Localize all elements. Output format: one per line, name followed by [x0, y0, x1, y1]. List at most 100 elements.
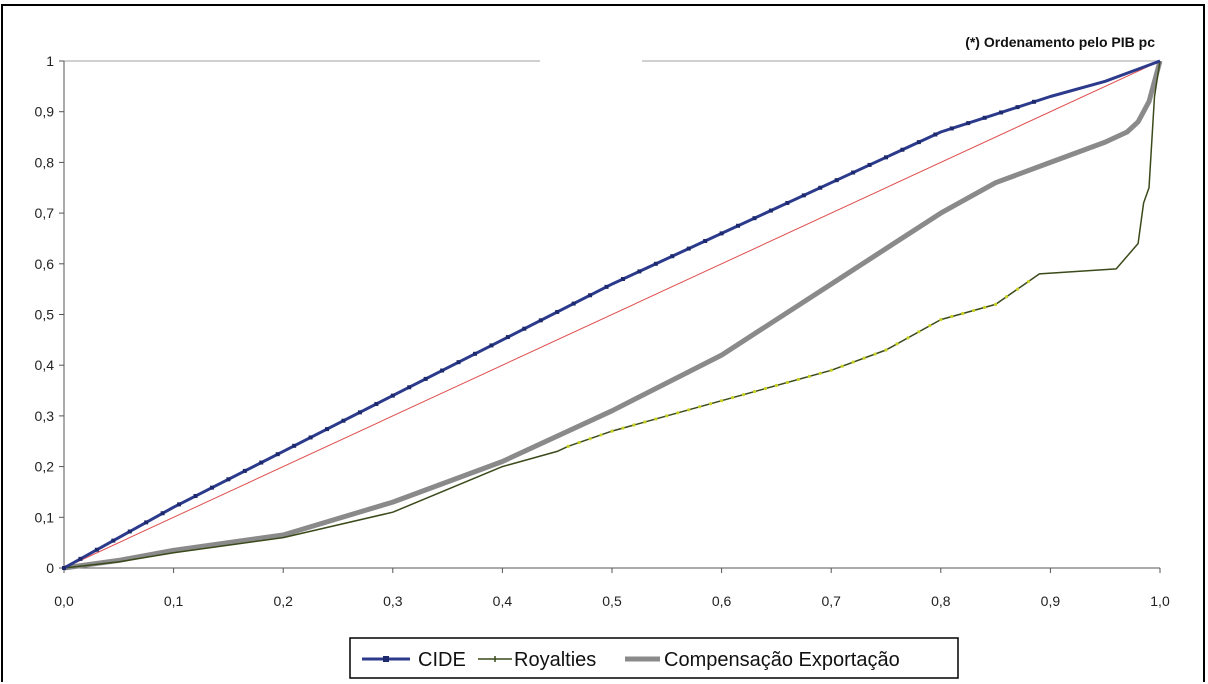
- royalties-point: [983, 305, 987, 310]
- y-tick-label: 0,4: [35, 357, 55, 373]
- cide-point: [999, 110, 1004, 115]
- x-axis-ticks: 0,0 0,1 0,2 0,3 0,4 0,5 0,6 0,7 0,8 0,9 1,0: [54, 568, 1170, 609]
- x-tick-label: 0,8: [931, 593, 951, 609]
- cide-point: [505, 335, 510, 340]
- y-tick-label: 1: [46, 53, 54, 69]
- royalties-point: [818, 371, 822, 375]
- royalties-point: [643, 420, 647, 424]
- x-tick-label: 0,9: [1041, 593, 1061, 609]
- cide-point: [982, 115, 987, 120]
- royalties-point: [994, 302, 998, 306]
- cide-point: [851, 170, 856, 175]
- royalties-point: [862, 356, 866, 360]
- royalties-point: [840, 364, 844, 368]
- cide-point: [209, 485, 214, 490]
- royalties-point: [763, 386, 768, 391]
- x-tick-label: 0,7: [821, 593, 841, 609]
- royalties-point: [610, 429, 614, 433]
- royalties-point: [928, 324, 932, 328]
- royalties-point: [588, 437, 592, 441]
- royalties-point: [961, 311, 965, 316]
- cide-point: [768, 208, 773, 213]
- cide-point: [571, 301, 576, 306]
- royalties-point: [665, 414, 669, 418]
- y-tick-label: 0: [46, 560, 54, 576]
- cide-point: [604, 284, 609, 289]
- series-line-royalties: [63, 60, 1161, 569]
- cide-point: [949, 126, 954, 131]
- cide-point: [473, 351, 477, 356]
- cide-point: [374, 401, 379, 406]
- cide-point: [390, 393, 395, 398]
- royalties-point: [873, 352, 877, 356]
- royalties-point: [1026, 279, 1031, 284]
- royalties-point: [687, 408, 691, 412]
- x-tick-label: 0,4: [493, 593, 513, 609]
- royalties-point: [720, 399, 724, 403]
- royalties-point: [577, 440, 581, 445]
- royalties-point: [566, 444, 570, 448]
- y-tick-label: 0,6: [35, 256, 55, 272]
- series-line-cide: [63, 59, 1161, 570]
- royalties-point: [917, 330, 921, 334]
- royalties-point: [851, 360, 855, 364]
- royalties-point: [796, 377, 800, 381]
- royalties-point: [741, 393, 746, 397]
- royalties-point: [972, 308, 976, 313]
- cide-point: [456, 360, 461, 365]
- royalties-point: [807, 374, 811, 378]
- cide-point: [966, 121, 971, 126]
- cide-point: [719, 231, 724, 236]
- legend: CIDE Royalties Compensação Exportação: [349, 637, 959, 679]
- chart-frame: [1, 4, 1205, 682]
- cide-point: [127, 529, 132, 534]
- royalties-point: [632, 423, 636, 427]
- cide-point: [620, 277, 625, 282]
- cide-point: [884, 155, 888, 160]
- royalties-point: [906, 336, 910, 340]
- cide-point: [94, 547, 99, 552]
- cide-point: [703, 238, 708, 243]
- x-tick-label: 0,0: [54, 593, 74, 609]
- cide-point: [177, 502, 182, 507]
- royalties-point: [599, 433, 603, 437]
- cide-point: [637, 269, 642, 274]
- royalties-point: [1004, 295, 1009, 299]
- cide-point: [522, 326, 527, 331]
- cide-point: [818, 185, 823, 190]
- royalties-point: [884, 348, 888, 352]
- royalties-point: [1015, 287, 1020, 291]
- cide-point: [801, 193, 806, 198]
- cide-point: [653, 261, 658, 266]
- cide-point: [1031, 99, 1036, 104]
- legend-label-royalties: Royalties: [514, 649, 596, 671]
- cide-point: [259, 460, 264, 465]
- royalties-point: [785, 380, 789, 385]
- cide-point: [736, 223, 741, 228]
- x-tick-label: 0,3: [383, 593, 403, 609]
- royalties-point: [654, 417, 658, 421]
- y-tick-label: 0,1: [35, 509, 55, 525]
- legend-label-compensacao: Compensação Exportação: [664, 649, 900, 671]
- equality-line: [63, 60, 1161, 569]
- cide-point: [900, 147, 905, 152]
- royalties-point: [939, 317, 943, 322]
- series-2: [63, 60, 1163, 571]
- y-tick-label: 0,3: [35, 408, 55, 424]
- cide-point: [670, 254, 675, 259]
- cide-point: [193, 494, 198, 499]
- cide-point: [242, 468, 247, 473]
- x-tick-label: 0,6: [712, 593, 732, 609]
- y-axis-ticks: 0 0,1 0,2 0,3 0,4 0,5 0,6 0,7 0,8 0,9 1: [35, 53, 64, 576]
- cide-point: [308, 435, 313, 440]
- cide-point: [933, 132, 938, 137]
- cide-point: [78, 556, 83, 561]
- legend-marker-cide: [383, 656, 389, 662]
- cide-point: [160, 511, 165, 516]
- royalties-point: [895, 342, 899, 346]
- cide-point: [588, 293, 593, 298]
- royalties-point: [709, 402, 713, 406]
- royalties-point: [752, 389, 757, 394]
- cide-point: [325, 427, 330, 432]
- royalties-point: [730, 396, 735, 400]
